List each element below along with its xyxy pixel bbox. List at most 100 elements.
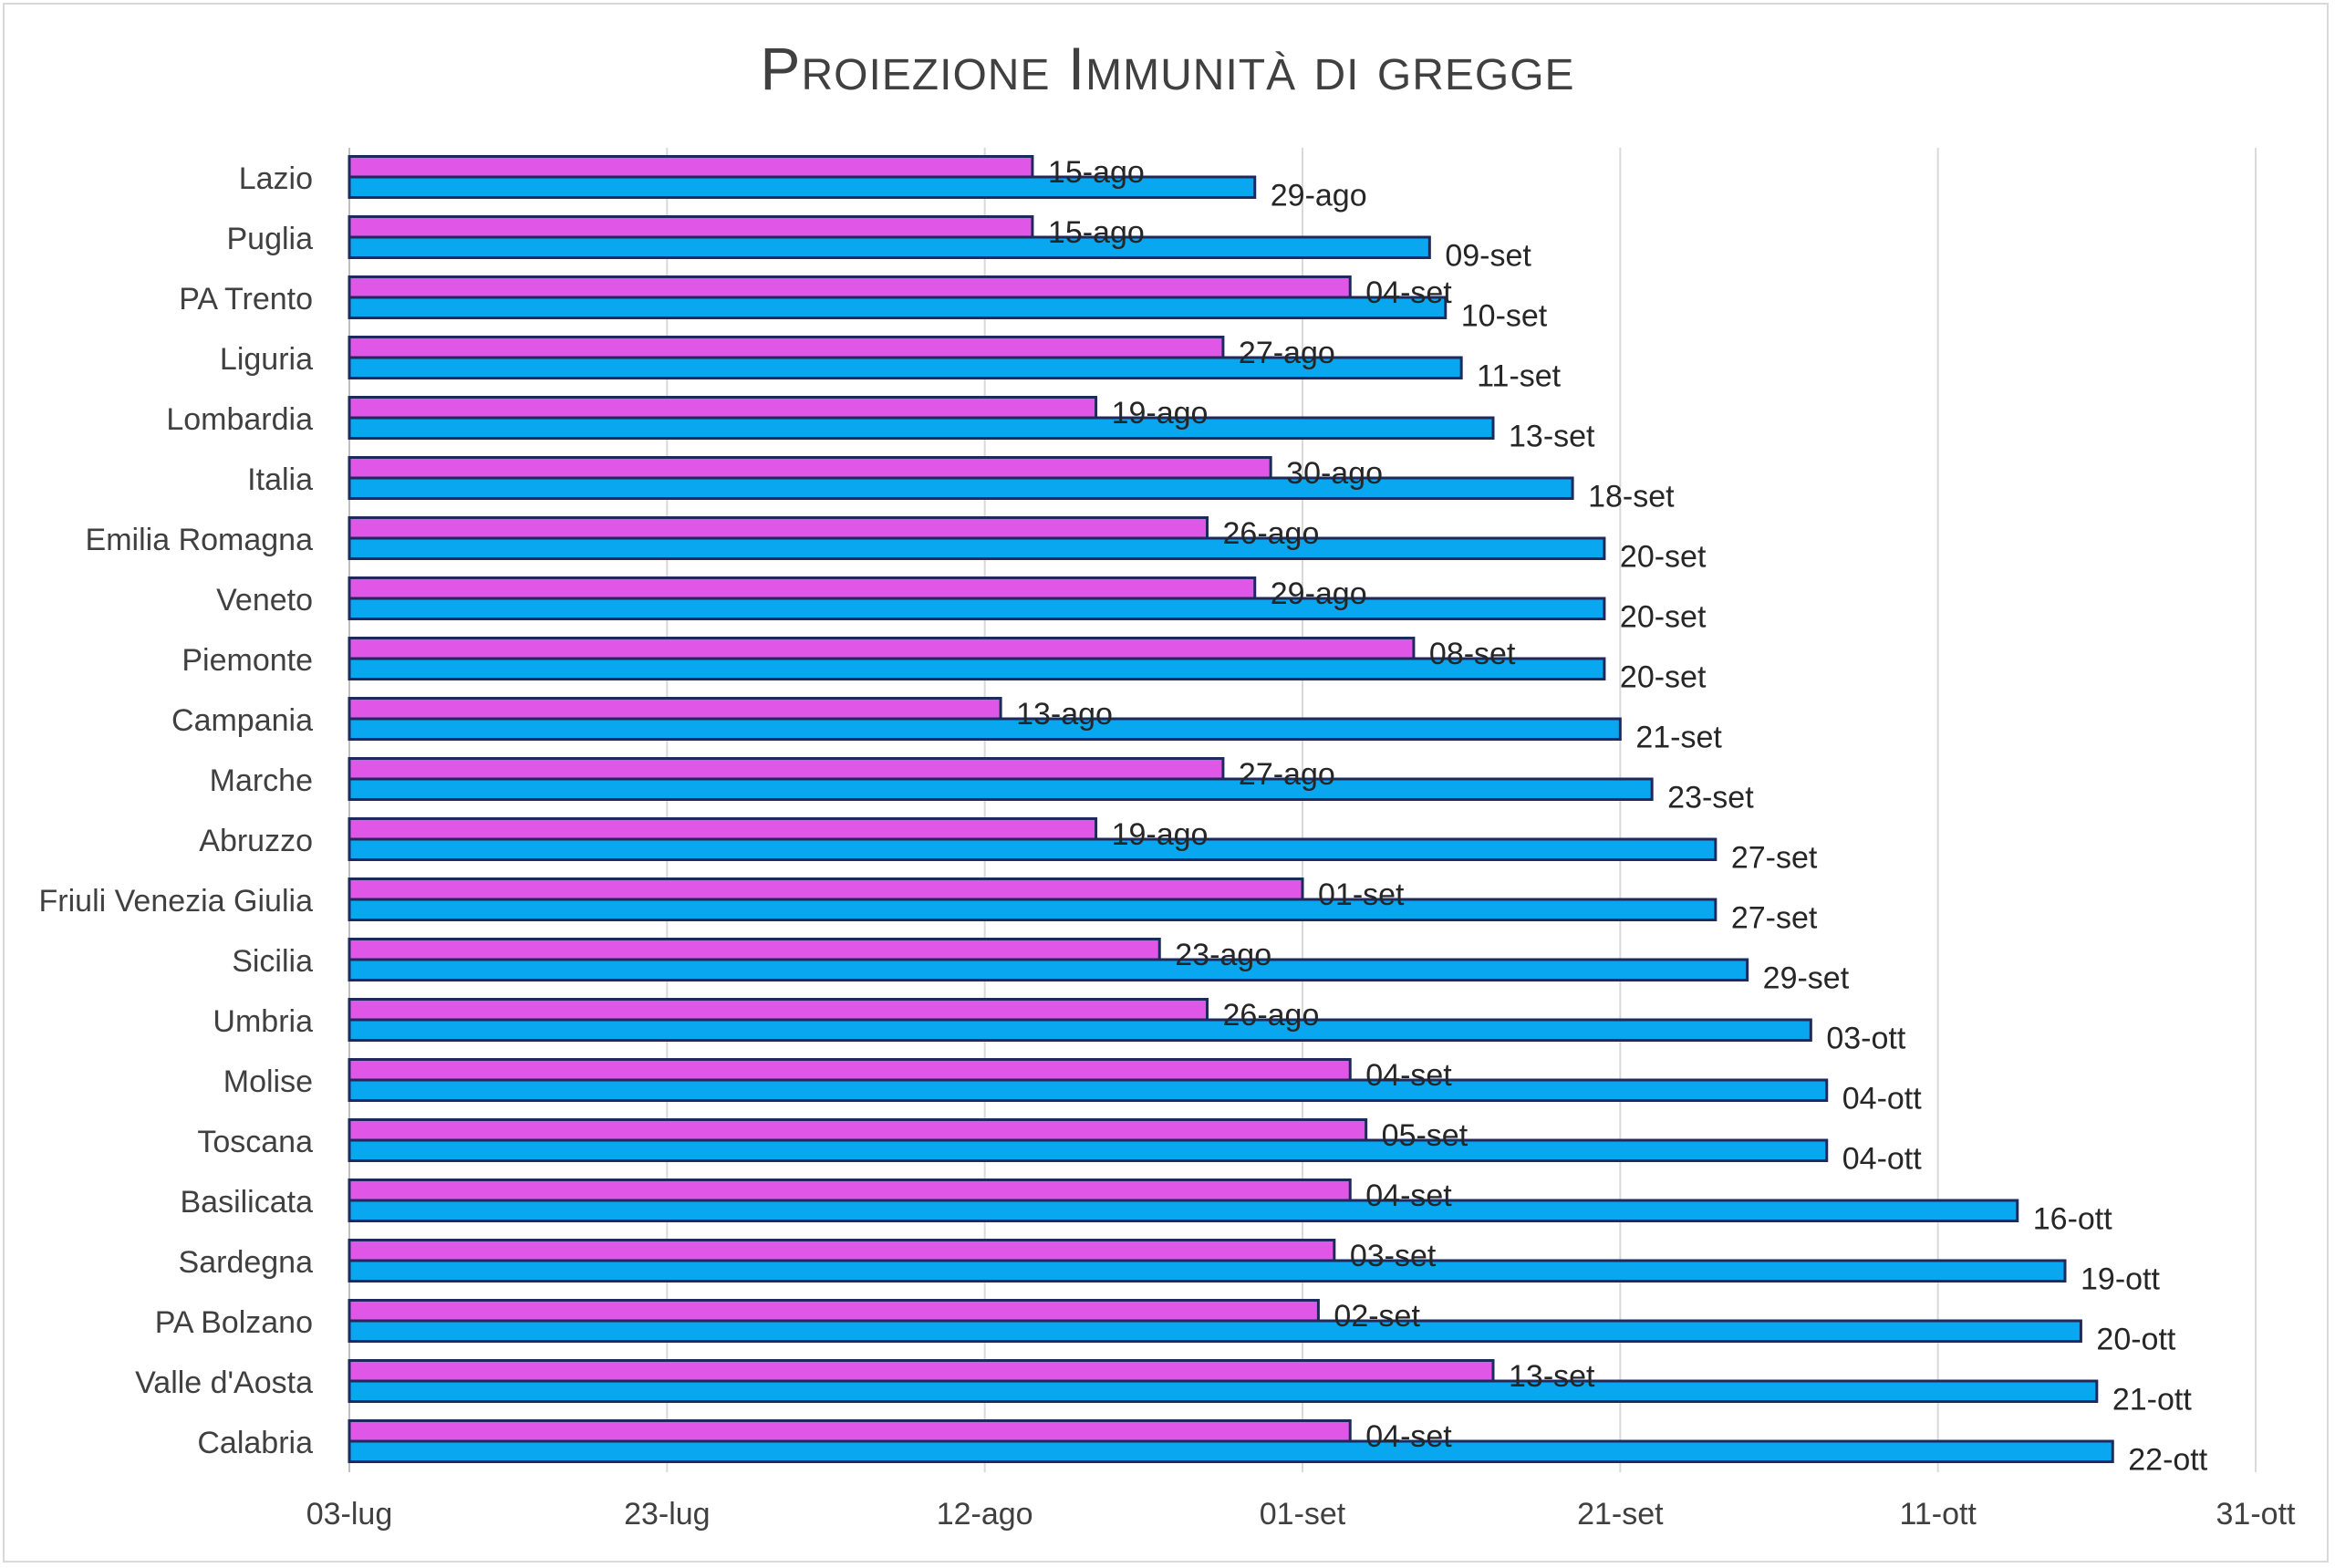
category-label: Friuli Venezia Giulia xyxy=(39,884,314,919)
bar-series-a xyxy=(348,697,1002,721)
data-label-series-a: 01-set xyxy=(1318,877,1405,912)
category-label: Lazio xyxy=(239,161,313,196)
category-label: Lombardia xyxy=(166,402,313,437)
data-label-series-b: 20-set xyxy=(1620,540,1707,575)
category-label: Liguria xyxy=(220,342,313,377)
category-label: Toscana xyxy=(197,1125,313,1159)
data-label-series-b: 04-ott xyxy=(1842,1142,1922,1177)
bar-series-b xyxy=(348,1379,2099,1403)
category-label: Umbria xyxy=(213,1004,313,1039)
bar-series-b xyxy=(348,1018,1812,1042)
data-label-series-a: 04-set xyxy=(1365,1058,1452,1093)
category-label: Puglia xyxy=(226,222,313,256)
category-label: Calabria xyxy=(197,1426,313,1460)
data-label-series-a: 26-ago xyxy=(1223,516,1320,551)
data-label-series-b: 11-set xyxy=(1477,359,1562,394)
bar-series-a xyxy=(348,877,1304,901)
data-label-series-a: 26-ago xyxy=(1223,998,1320,1033)
bar-series-b xyxy=(348,476,1574,500)
data-label-series-b: 22-ott xyxy=(2128,1443,2207,1478)
data-label-series-a: 27-ago xyxy=(1239,336,1335,370)
data-label-series-b: 10-set xyxy=(1461,299,1548,334)
data-label-series-b: 23-set xyxy=(1667,781,1754,815)
bar-series-a xyxy=(348,637,1416,660)
data-label-series-a: 19-ago xyxy=(1112,396,1209,431)
bar-series-a xyxy=(348,1359,1495,1383)
data-label-series-a: 15-ago xyxy=(1048,215,1145,250)
x-tick-label: 01-set xyxy=(1260,1497,1346,1532)
bar-series-a xyxy=(348,155,1034,179)
bar-series-b xyxy=(348,1439,2114,1463)
bar-series-a xyxy=(348,1239,1336,1262)
data-label-series-b: 21-ott xyxy=(2112,1383,2192,1417)
bar-series-a xyxy=(348,1419,1352,1443)
bar-series-b xyxy=(348,296,1448,319)
bar-series-b xyxy=(348,597,1606,620)
bar-series-b xyxy=(348,657,1606,680)
bar-series-b xyxy=(348,536,1606,560)
x-tick-label: 21-set xyxy=(1577,1497,1664,1532)
bar-series-b xyxy=(348,1319,2082,1343)
category-labels: Lazio Puglia PA Trento Liguria Lombardia Ital… xyxy=(39,161,314,1460)
data-label-series-a: 05-set xyxy=(1382,1118,1468,1153)
bar-series-a xyxy=(348,336,1225,359)
category-label: Marche xyxy=(210,763,313,798)
data-label-series-a: 08-set xyxy=(1429,637,1516,671)
x-tick-label: 12-ago xyxy=(937,1497,1033,1532)
data-label-series-b: 20-set xyxy=(1620,660,1707,695)
category-label: Basilicata xyxy=(180,1185,313,1220)
x-tick-label: 31-ott xyxy=(2216,1497,2296,1532)
x-tick-label: 11-ott xyxy=(1899,1497,1977,1532)
data-label-series-a: 27-ago xyxy=(1239,757,1335,792)
category-label: Molise xyxy=(223,1064,313,1099)
bars xyxy=(348,155,2114,1463)
bar-series-a xyxy=(348,757,1225,781)
bar-series-b xyxy=(348,1199,2019,1222)
bar-series-a xyxy=(348,998,1209,1022)
data-label-series-a: 03-set xyxy=(1350,1239,1437,1273)
category-label: Sardegna xyxy=(179,1245,314,1280)
bar-series-b xyxy=(348,958,1749,981)
bar-series-b xyxy=(348,235,1431,259)
bar-series-b xyxy=(348,717,1622,741)
bar-series-a xyxy=(348,938,1161,961)
data-label-series-b: 04-ott xyxy=(1842,1082,1922,1116)
data-label-series-b: 29-set xyxy=(1763,961,1850,996)
data-label-series-a: 29-ago xyxy=(1271,576,1367,611)
category-label: Campania xyxy=(171,703,313,738)
bar-series-a xyxy=(348,1118,1368,1142)
data-label-series-b: 16-ott xyxy=(2033,1202,2112,1237)
data-label-series-a: 04-set xyxy=(1365,1419,1452,1454)
x-axis-tick-labels: 03-lug 23-lug 12-ago 01-set 21-set 11-ott 31-o… xyxy=(306,1497,2296,1532)
bar-series-b xyxy=(348,837,1718,861)
data-label-series-a: 30-ago xyxy=(1286,456,1383,491)
category-label: Sicilia xyxy=(232,944,313,979)
data-label-series-a: 02-set xyxy=(1334,1299,1420,1334)
x-tick-label: 23-lug xyxy=(624,1497,711,1532)
category-label: PA Trento xyxy=(179,282,313,317)
bar-series-b xyxy=(348,1078,1829,1102)
data-label-series-a: 15-ago xyxy=(1048,155,1145,190)
category-label: Abruzzo xyxy=(199,824,313,858)
bar-series-b xyxy=(348,1259,2067,1282)
data-label-series-a: 13-ago xyxy=(1016,697,1113,732)
data-label-series-b: 27-set xyxy=(1731,901,1818,936)
data-label-series-a: 23-ago xyxy=(1175,938,1271,972)
bar-series-a xyxy=(348,215,1034,239)
data-label-series-b: 19-ott xyxy=(2081,1262,2160,1297)
category-label: Piemonte xyxy=(182,643,313,678)
bar-series-a xyxy=(348,275,1352,299)
data-label-series-b: 09-set xyxy=(1445,239,1531,274)
data-label-series-b: 21-set xyxy=(1635,721,1722,755)
bar-series-a xyxy=(348,817,1098,841)
data-labels: 29-ago 15-ago 09-set 15-ago 10-set 04-set 11-s… xyxy=(1016,155,2208,1478)
bar-series-a xyxy=(348,396,1098,420)
data-label-series-a: 04-set xyxy=(1365,1179,1452,1213)
bar-series-a xyxy=(348,456,1272,480)
bar-series-a xyxy=(348,1058,1352,1082)
data-label-series-a: 13-set xyxy=(1509,1359,1595,1394)
category-label: PA Bolzano xyxy=(155,1305,313,1340)
bar-series-a xyxy=(348,516,1209,540)
bar-series-b xyxy=(348,416,1495,440)
